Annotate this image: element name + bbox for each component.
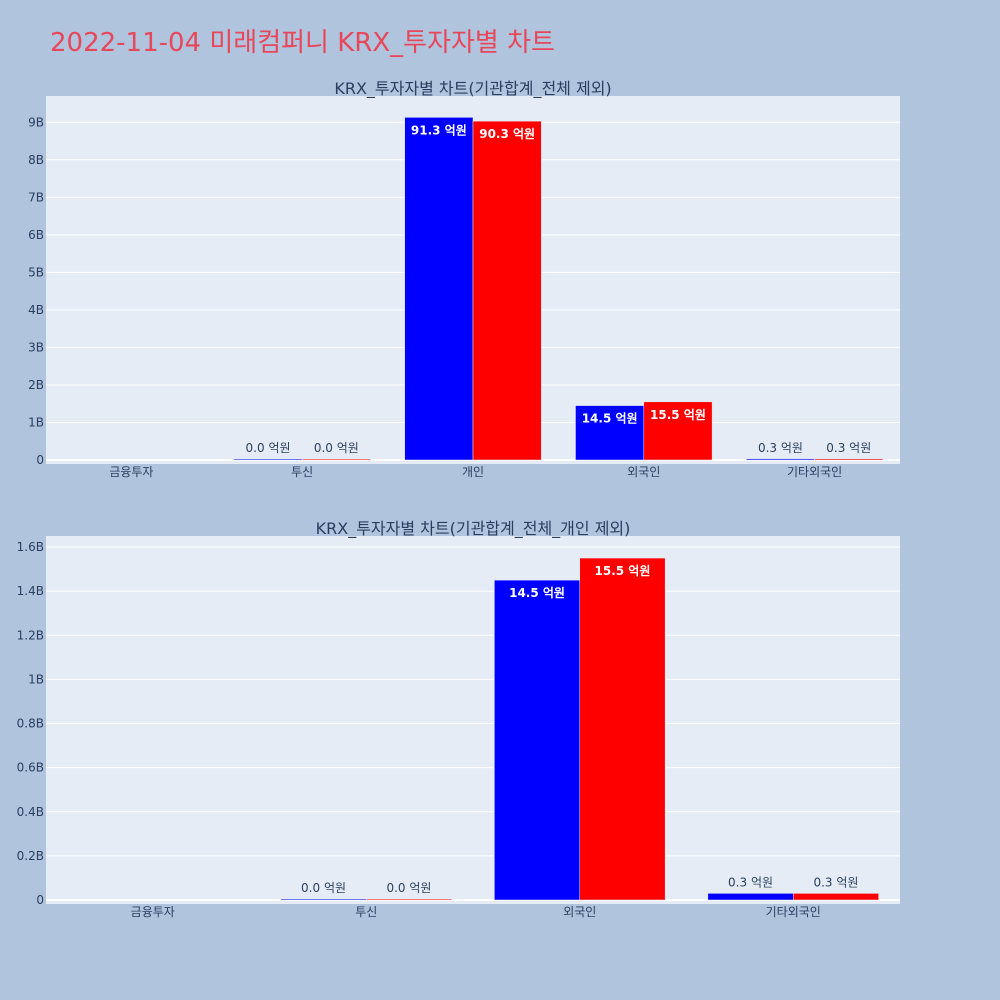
y-tick-label: 0: [36, 893, 44, 907]
page-title: 2022-11-04 미래컴퍼니 KRX_투자자별 차트: [50, 28, 555, 58]
x-tick-label: 금융투자: [131, 905, 175, 919]
data-label: 0.3 억원: [813, 875, 858, 889]
data-label: 91.3 억원: [411, 123, 467, 137]
bar: [233, 458, 303, 461]
data-label: 0.3 억원: [758, 441, 803, 455]
x-tick-label: 투신: [355, 905, 377, 919]
chart-title: KRX_투자자별 차트(기관합계_전체 제외): [334, 79, 611, 99]
plot-area: [46, 536, 900, 904]
y-tick-label: 2B: [28, 378, 44, 392]
bar: [366, 898, 452, 901]
y-tick-label: 4B: [28, 303, 44, 317]
data-label: 0.3 억원: [826, 441, 871, 455]
bar: [494, 579, 581, 901]
data-label: 0.3 억원: [728, 875, 773, 889]
y-tick-label: 0.2B: [17, 849, 44, 863]
data-label: 90.3 억원: [479, 127, 535, 141]
data-label: 0.0 억원: [314, 441, 359, 455]
y-tick-label: 0.8B: [17, 717, 44, 731]
y-tick-label: 0.6B: [17, 761, 44, 775]
x-tick-label: 외국인: [563, 905, 596, 919]
data-label: 15.5 억원: [650, 408, 706, 422]
x-tick-label: 외국인: [627, 465, 660, 479]
x-tick-label: 금융투자: [109, 465, 153, 479]
data-label: 0.0 억원: [301, 881, 346, 895]
data-label: 14.5 억원: [509, 586, 565, 600]
y-tick-label: 5B: [28, 265, 44, 279]
y-tick-label: 1.6B: [17, 540, 44, 554]
chart-title: KRX_투자자별 차트(기관합계_전체_개인 제외): [316, 519, 631, 539]
y-tick-label: 7B: [28, 190, 44, 204]
bar: [472, 120, 542, 461]
data-label: 0.0 억원: [386, 881, 431, 895]
y-tick-label: 1B: [28, 415, 44, 429]
y-tick-label: 8B: [28, 153, 44, 167]
bar: [643, 401, 713, 461]
x-tick-label: 기타외국인: [787, 465, 842, 479]
bar: [404, 117, 474, 461]
y-tick-label: 3B: [28, 340, 44, 354]
bar: [575, 405, 645, 461]
data-label: 15.5 억원: [595, 564, 651, 578]
y-tick-label: 6B: [28, 228, 44, 242]
bar: [746, 458, 815, 461]
bar: [280, 898, 367, 901]
bar: [793, 893, 879, 901]
data-label: 14.5 억원: [582, 412, 638, 426]
bar: [301, 458, 371, 461]
bar: [707, 893, 794, 901]
chart-investor-excl-institution-total-individual: 0 0.2B 0.4B 0.6B 0.8B 1B 1.2B 1.4B 1.6B KRX_투자자별 …: [17, 519, 900, 919]
x-tick-label: 기타외국인: [766, 905, 821, 919]
y-tick-label: 0: [36, 453, 44, 467]
y-tick-label: 1.4B: [17, 584, 44, 598]
y-tick-label: 9B: [28, 115, 44, 129]
x-tick-label: 개인: [462, 465, 484, 479]
x-tick-label: 투신: [291, 465, 313, 479]
data-label: 0.0 억원: [246, 441, 291, 455]
bar: [814, 458, 884, 461]
bar: [579, 557, 666, 901]
y-tick-label: 1B: [28, 672, 44, 686]
y-tick-label: 1.2B: [17, 628, 44, 642]
y-tick-label: 0.4B: [17, 805, 44, 819]
chart-investor-excl-institution-total: 0 1B 2B 3B 4B 5B 6B 7B 8B 9B KRX_투자자별 차트(기관합계_전체 제…: [28, 79, 900, 479]
